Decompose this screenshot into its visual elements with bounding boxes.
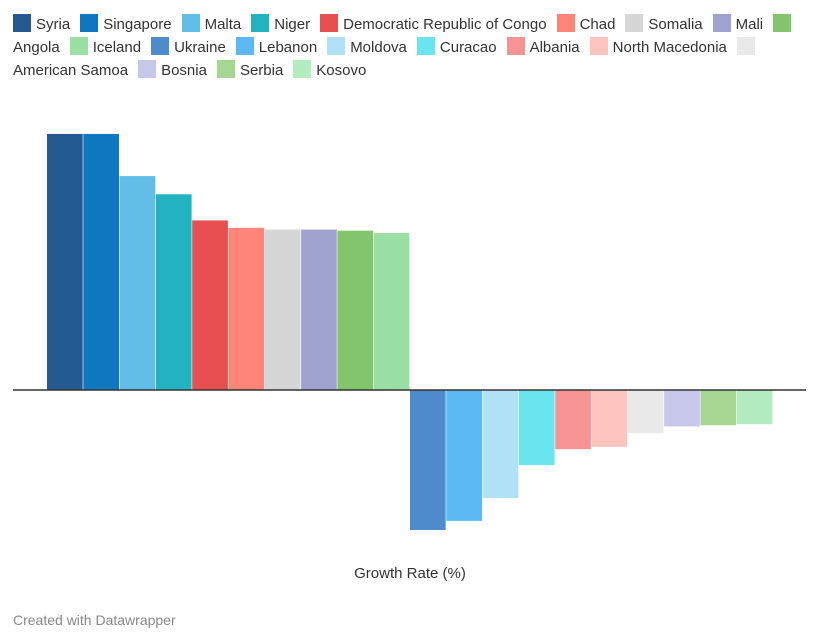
legend-swatch [138,60,157,78]
legend-item: Singapore [80,14,172,33]
legend-label: Lebanon [258,39,318,56]
legend-label: American Samoa [13,62,129,79]
legend-item: Albania [506,37,580,56]
legend-item: American Samoa [13,37,760,79]
legend-swatch [736,37,755,55]
bar-curacao [518,390,555,466]
legend-item: Niger [251,14,311,33]
legend-swatch [625,14,644,32]
legend-label: Singapore [103,16,172,33]
legend-label: Albania [529,39,580,56]
legend-swatch [506,37,525,55]
bar-albania [555,390,591,450]
bar-singapore [83,133,119,390]
legend-swatch [589,37,608,55]
legend-item: North Macedonia [589,37,727,56]
legend-label: Malta [204,16,242,33]
legend-label: Syria [36,16,71,33]
legend-item: Lebanon [235,37,318,56]
legend-label: Chad [579,16,616,33]
legend-item: Iceland [69,37,142,56]
legend-swatch [13,14,31,32]
bar-serbia [700,390,737,426]
legend-item: Ukraine [151,37,226,56]
legend-item: Bosnia [138,60,207,79]
legend-label: Kosovo [316,62,367,79]
bar-niger [155,194,192,390]
legend-label: Niger [274,16,311,33]
bar-chad [228,227,265,390]
legend-item: Somalia [625,14,703,33]
legend-label: Moldova [350,39,407,56]
legend-swatch [416,37,435,55]
legend-label: Somalia [648,16,703,33]
bar-moldova [482,390,519,499]
legend-label: Serbia [239,62,284,79]
bar-democratic-republic-of-congo [192,220,228,390]
legend-label: Bosnia [161,62,207,79]
bar-mali [301,229,337,390]
bar-iceland [373,232,410,390]
bar-malta [119,176,156,390]
legend-swatch [556,14,575,32]
legend-swatch [181,14,200,32]
bar-somalia [264,229,301,390]
legend-label: Mali [735,16,764,33]
bars-group [47,133,773,530]
legend-item: Democratic Republic of Congo [320,14,547,33]
legend-item: Malta [181,14,242,33]
legend-item: Kosovo [293,60,367,79]
legend-swatch [251,14,270,32]
legend-swatch [80,14,99,32]
legend-swatch [69,37,88,55]
bar-syria [47,133,83,390]
legend-label: Ukraine [174,39,226,56]
credit-text: Created with Datawrapper [13,612,176,628]
legend-label: Curacao [439,39,497,56]
legend-swatch [216,60,235,78]
bar-american-samoa [627,390,664,434]
legend-label: Democratic Republic of Congo [343,16,547,33]
bar-north-macedonia [591,390,628,447]
legend-swatch [235,37,254,55]
legend-item: Curacao [416,37,497,56]
legend-label: Iceland [92,39,142,56]
legend-label: North Macedonia [612,39,727,56]
legend-swatch [293,60,312,78]
legend-swatch [773,14,792,32]
legend-swatch [320,14,339,32]
legend-item: Syria [13,14,71,33]
legend-item: Moldova [327,37,407,56]
legend-item: Angola [13,14,796,56]
x-axis-label: Growth Rate (%) [354,565,466,582]
legend-label: Angola [13,39,60,56]
bar-lebanon [446,390,482,521]
legend-item: Serbia [216,60,284,79]
legend-swatch [712,14,731,32]
bar-bosnia [664,390,700,427]
legend-swatch [327,37,346,55]
bar-angola [337,230,374,390]
bar-kosovo [736,390,773,425]
legend-swatch [151,37,170,55]
bar-ukraine [410,390,446,530]
legend-item: Mali [712,14,764,33]
legend-item: Chad [556,14,616,33]
chart-legend: Syria Singapore Malta Niger Democratic Repub… [13,13,808,82]
